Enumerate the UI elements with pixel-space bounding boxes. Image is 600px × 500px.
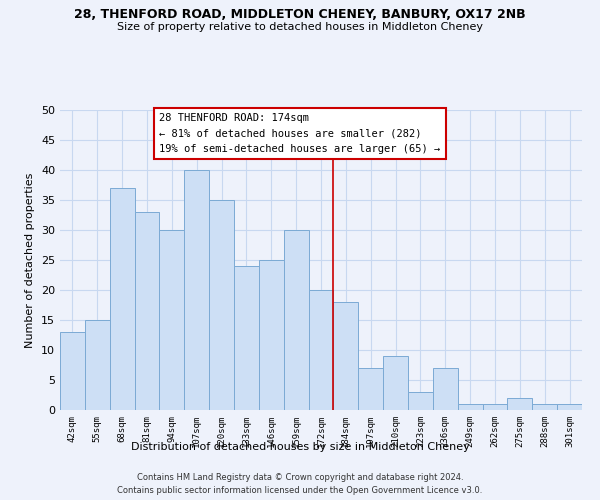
- Bar: [358, 368, 383, 410]
- Bar: [209, 200, 234, 410]
- Bar: [85, 320, 110, 410]
- Bar: [160, 230, 184, 410]
- Bar: [334, 302, 358, 410]
- Text: Contains public sector information licensed under the Open Government Licence v3: Contains public sector information licen…: [118, 486, 482, 495]
- Text: Contains HM Land Registry data © Crown copyright and database right 2024.: Contains HM Land Registry data © Crown c…: [137, 472, 463, 482]
- Bar: [383, 356, 408, 410]
- Text: Distribution of detached houses by size in Middleton Cheney: Distribution of detached houses by size …: [131, 442, 469, 452]
- Bar: [234, 266, 259, 410]
- Bar: [259, 260, 284, 410]
- Bar: [482, 404, 508, 410]
- Bar: [408, 392, 433, 410]
- Text: 28, THENFORD ROAD, MIDDLETON CHENEY, BANBURY, OX17 2NB: 28, THENFORD ROAD, MIDDLETON CHENEY, BAN…: [74, 8, 526, 20]
- Bar: [433, 368, 458, 410]
- Bar: [184, 170, 209, 410]
- Text: Size of property relative to detached houses in Middleton Cheney: Size of property relative to detached ho…: [117, 22, 483, 32]
- Text: 28 THENFORD ROAD: 174sqm
← 81% of detached houses are smaller (282)
19% of semi-: 28 THENFORD ROAD: 174sqm ← 81% of detach…: [160, 113, 440, 154]
- Bar: [284, 230, 308, 410]
- Bar: [557, 404, 582, 410]
- Bar: [134, 212, 160, 410]
- Bar: [308, 290, 334, 410]
- Bar: [532, 404, 557, 410]
- Bar: [60, 332, 85, 410]
- Bar: [458, 404, 482, 410]
- Bar: [110, 188, 134, 410]
- Y-axis label: Number of detached properties: Number of detached properties: [25, 172, 35, 348]
- Bar: [508, 398, 532, 410]
